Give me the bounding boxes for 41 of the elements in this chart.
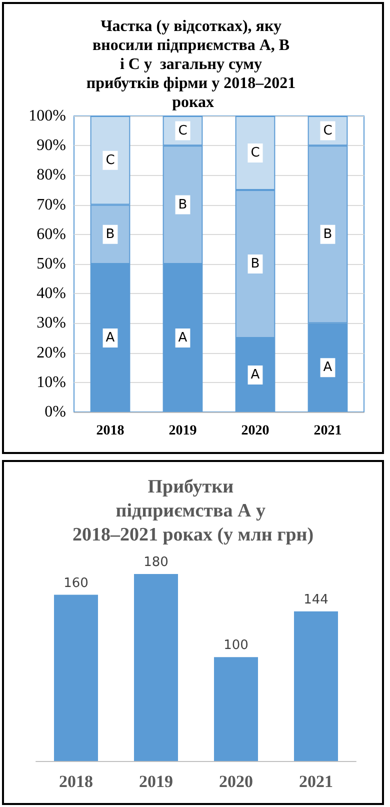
data-label: 144 — [304, 592, 328, 608]
x-tick-label: 2018 — [96, 424, 124, 438]
bar — [134, 574, 178, 761]
data-label: 100 — [224, 638, 248, 654]
series-label: A — [178, 330, 188, 346]
y-tick-label: 100% — [28, 108, 66, 124]
x-tick-label: 2021 — [314, 424, 342, 438]
chart-title: Частка (у відсотках), яку вносили підприємства А, В і С у загальну суму прибутків фірми у 2018–2021 роках — [86, 18, 300, 111]
x-tick-label: 2019 — [168, 424, 197, 438]
text: C — [250, 146, 260, 160]
y-tick-label: 50% — [36, 256, 66, 272]
bar — [214, 657, 258, 761]
y-tick-label: 20% — [36, 344, 66, 362]
text: A — [106, 330, 115, 346]
x-tick-label: 2020 — [241, 424, 270, 438]
y-tick-label: 90% — [36, 137, 66, 154]
text: B — [323, 226, 332, 242]
x-tick-label: 2020 — [219, 772, 253, 791]
text: C — [323, 123, 332, 138]
text: A — [250, 368, 260, 382]
data-label: 160 — [64, 576, 88, 591]
series-label: C — [178, 123, 188, 138]
series-label: B — [178, 197, 188, 212]
chart-title: Прибутки підприємства А у 2018–2021 роках (у млн грн) — [72, 476, 314, 546]
data-label: 180 — [144, 555, 168, 570]
y-tick-label: 70% — [36, 196, 66, 214]
x-tick-label: 2019 — [139, 772, 173, 791]
text: A — [323, 360, 332, 376]
text: B — [106, 226, 115, 242]
text: B — [250, 256, 260, 272]
y-tick-label: 0% — [44, 404, 66, 420]
y-tick-label: 10% — [36, 374, 66, 391]
x-tick-label: 2021 — [299, 772, 333, 791]
y-tick-label: 40% — [36, 285, 66, 302]
y-tick-label: 30% — [36, 314, 66, 332]
y-tick-label: 60% — [36, 226, 66, 243]
bar — [54, 594, 98, 761]
x-tick-label: 2018 — [59, 772, 93, 791]
y-tick-label: 80% — [36, 166, 66, 184]
text: C — [106, 152, 115, 168]
bar — [294, 611, 338, 761]
